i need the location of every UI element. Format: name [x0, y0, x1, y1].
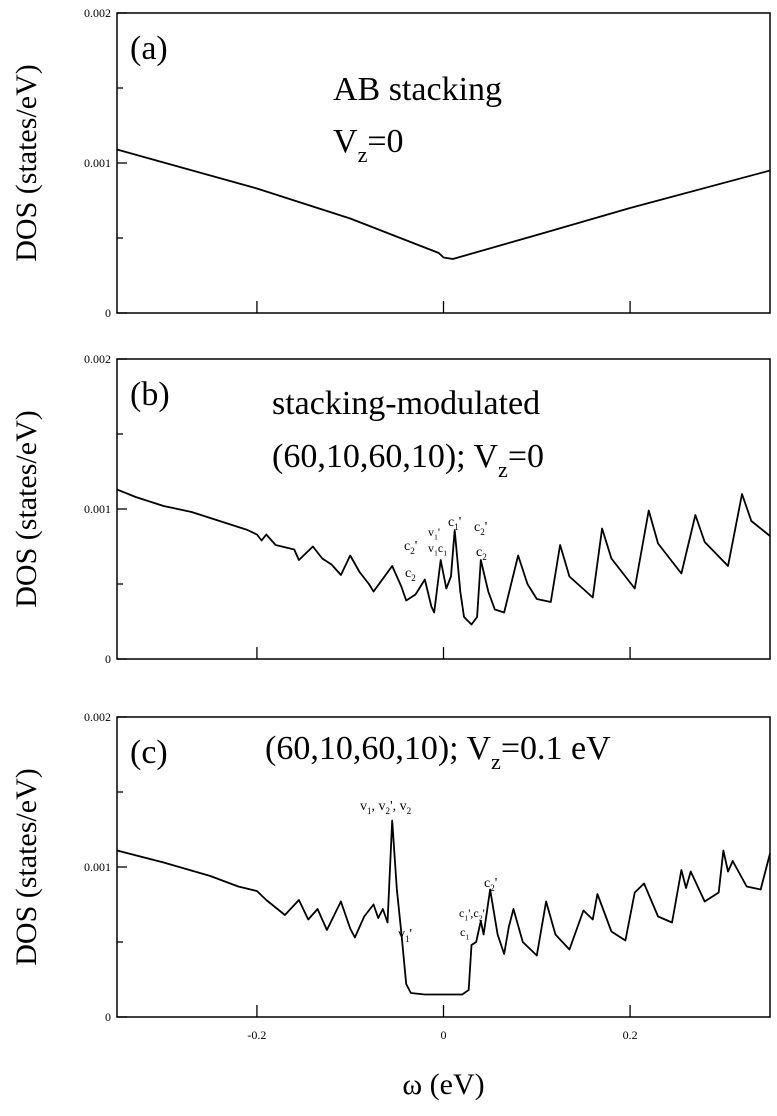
subscript: z [491, 749, 501, 774]
subscript: 1 [454, 522, 459, 532]
annotation: v1c1 [428, 541, 447, 558]
annotation: c1' [448, 515, 461, 532]
y-axis-label: DOS (states/eV) [10, 64, 43, 261]
panel: 0 0.001 0.002 -0.2 0 0.2 DOS (states/eV) ω (eV)… [10, 710, 771, 1101]
annotation-text: ',c [468, 906, 479, 920]
annotation-text: =0.1 eV [501, 730, 611, 767]
annotation: stacking-modulated [272, 385, 540, 422]
subscript: z [358, 142, 368, 167]
annotation-text: (60,10,60,10); V [265, 730, 491, 767]
annotation-text: v [428, 541, 434, 555]
subscript: 2 [490, 883, 495, 893]
annotation: c2' [404, 539, 417, 556]
panel-label: (c) [130, 734, 168, 771]
annotation-text: c [476, 545, 482, 560]
annotation-text: ' [459, 515, 462, 530]
annotation-text: ' [495, 876, 498, 891]
annotation: c2 [405, 566, 416, 583]
subscript: 2 [480, 527, 485, 537]
panel-label: (b) [130, 376, 170, 413]
y-tick-label: 0.002 [84, 6, 111, 20]
annotation-text: c [474, 520, 480, 535]
annotation: c2 [476, 545, 487, 562]
annotation-text: c [460, 925, 465, 939]
dos-line [116, 488, 771, 626]
annotation-text: v [360, 799, 367, 814]
subscript: 1 [465, 933, 469, 942]
annotation: c2' [484, 876, 497, 893]
annotation-text: c [459, 906, 464, 920]
annotation: Vz=0 [333, 123, 404, 167]
subscript: 2 [386, 806, 391, 816]
subscript: 1 [443, 549, 447, 558]
annotation-text: ' [483, 906, 485, 920]
annotation-text: V [333, 123, 358, 160]
panel-label: (a) [130, 30, 168, 67]
subscript: 2 [479, 914, 483, 923]
dos-line [116, 148, 771, 260]
annotation: c1 [460, 925, 469, 942]
annotation: v1' [428, 525, 440, 542]
annotation-text: stacking-modulated [272, 385, 540, 422]
annotation-text: ' [415, 539, 418, 554]
y-tick-label: 0.001 [84, 156, 111, 170]
subscript: 1 [367, 806, 372, 816]
x-tick-label: -0.2 [247, 1028, 266, 1042]
annotation: (60,10,60,10); Vz=0 [272, 438, 544, 482]
y-tick-label: 0 [105, 1010, 111, 1024]
annotation-text: =0 [508, 438, 544, 475]
y-tick-label: 0.001 [84, 502, 111, 516]
annotation-text: ' [410, 927, 413, 942]
annotation-text: ' [485, 520, 488, 535]
annotation: c2' [474, 520, 487, 537]
y-tick-label: 0 [105, 306, 111, 320]
subscript: 2 [482, 552, 487, 562]
y-tick-label: 0.002 [84, 352, 111, 366]
annotation: AB stacking [333, 71, 502, 108]
plot-frame [116, 12, 771, 314]
annotation-text: c [448, 515, 454, 530]
annotation-text: ', v [390, 799, 407, 814]
subscript: z [498, 457, 508, 482]
y-tick-label: 0.002 [84, 710, 111, 724]
y-axis-label: DOS (states/eV) [10, 768, 43, 965]
subscript: 2 [411, 573, 416, 583]
annotation-text: c [405, 566, 411, 581]
dos-line [116, 819, 771, 996]
annotation-text: c [484, 876, 490, 891]
annotation: c1',c2' [459, 906, 485, 923]
annotation: (60,10,60,10); Vz=0.1 eV [265, 730, 611, 774]
subscript: 2 [410, 546, 415, 556]
x-axis-label: ω (eV) [402, 1068, 484, 1101]
panel: 0 0.001 0.002 DOS (states/eV) (a) AB stacking… [10, 6, 771, 320]
annotation-text: (60,10,60,10); V [272, 438, 498, 475]
annotation-text: =0 [367, 123, 403, 160]
subscript: 1 [434, 549, 438, 558]
subscript: 1 [405, 934, 410, 944]
x-tick-label: 0.2 [623, 1028, 638, 1042]
annotation-text: v [428, 525, 434, 539]
panel: 0 0.001 0.002 DOS (states/eV) (b) stacking-mo… [10, 352, 771, 666]
annotation-text: ' [438, 525, 440, 539]
subscript: 1 [464, 914, 468, 923]
subscript: 1 [434, 533, 438, 542]
y-tick-label: 0 [105, 652, 111, 666]
annotation-text: c [404, 539, 410, 554]
x-tick-label: 0 [441, 1028, 447, 1042]
y-axis-label: DOS (states/eV) [10, 410, 43, 607]
annotation: v1, v2', v2 [360, 799, 412, 816]
y-tick-label: 0.001 [84, 860, 111, 874]
annotation-text: AB stacking [333, 71, 502, 108]
annotation-text: c [438, 541, 443, 555]
subscript: 2 [407, 806, 412, 816]
annotation-text: , v [372, 799, 386, 814]
